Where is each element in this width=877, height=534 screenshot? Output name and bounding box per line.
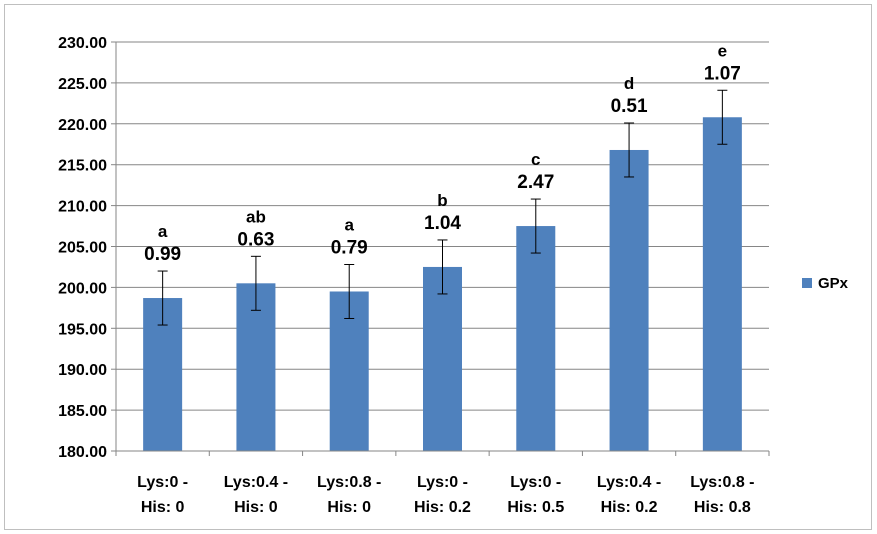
error-bars bbox=[157, 89, 728, 326]
significance-letter-5: c bbox=[531, 150, 540, 169]
y-tick-label: 210.00 bbox=[58, 199, 107, 216]
x-tick-label-1: Lys:0 - bbox=[137, 474, 188, 491]
x-tick-label-5: His: 0.5 bbox=[507, 499, 564, 516]
data-label-7: 1.07 bbox=[704, 63, 741, 84]
x-tick-label-7: Lys:0.8 - bbox=[690, 474, 754, 491]
significance-letter-6: d bbox=[624, 74, 634, 93]
x-tick-label-4: His: 0.2 bbox=[414, 499, 471, 516]
legend-label-gpx: GPx bbox=[818, 275, 849, 292]
chart-frame: 0.99 a 0.63 ab 0.79 a 1.04 b 2.47 c 0.51 d 1.07 e 180… bbox=[4, 4, 872, 530]
x-tick-label-3: His: 0 bbox=[327, 499, 371, 516]
legend: GPx bbox=[802, 275, 849, 292]
y-tick-label: 200.00 bbox=[58, 280, 107, 297]
bar-4 bbox=[423, 266, 462, 451]
y-tick-label: 220.00 bbox=[58, 117, 107, 134]
significance-letter-7: e bbox=[718, 41, 727, 60]
x-tick-label-3: Lys:0.8 - bbox=[317, 474, 381, 491]
x-tick-label-2: His: 0 bbox=[234, 499, 278, 516]
x-tick-label-6: His: 0.2 bbox=[601, 499, 658, 516]
y-tick-label: 195.00 bbox=[58, 321, 107, 338]
data-label-6: 0.51 bbox=[611, 96, 648, 117]
data-label-4: 1.04 bbox=[424, 213, 461, 234]
axes: 180.00 185.00 190.00 195.00 200.00 205.00 210.… bbox=[58, 35, 770, 516]
significance-letter-1: a bbox=[158, 222, 168, 241]
y-tick-label: 180.00 bbox=[58, 444, 107, 461]
data-labels: 0.99 a 0.63 ab 0.79 a 1.04 b 2.47 c 0.51 d 1.07 e bbox=[144, 41, 741, 265]
x-tick-label-6: Lys:0.4 - bbox=[597, 474, 661, 491]
y-tick-label: 215.00 bbox=[58, 158, 107, 175]
y-tick-label: 230.00 bbox=[58, 35, 107, 52]
y-tick-label: 225.00 bbox=[58, 76, 107, 93]
x-tick-label-5: Lys:0 - bbox=[510, 474, 561, 491]
data-label-2: 0.63 bbox=[237, 229, 274, 250]
y-tick-label: 205.00 bbox=[58, 240, 107, 257]
bar-6 bbox=[609, 149, 649, 451]
x-tick-label-2: Lys:0.4 - bbox=[224, 474, 288, 491]
y-tick-label: 185.00 bbox=[58, 403, 107, 420]
significance-letter-4: b bbox=[437, 191, 447, 210]
y-tick-label: 190.00 bbox=[58, 362, 107, 379]
data-label-5: 2.47 bbox=[517, 172, 554, 193]
bar-2 bbox=[236, 283, 276, 451]
data-label-3: 0.79 bbox=[331, 237, 368, 258]
x-tick-label-1: His: 0 bbox=[141, 499, 185, 516]
x-tick-label-4: Lys:0 - bbox=[417, 474, 468, 491]
data-label-1: 0.99 bbox=[144, 244, 181, 265]
x-tick-label-7: His: 0.8 bbox=[694, 499, 751, 516]
bar-5 bbox=[516, 226, 556, 451]
legend-swatch-gpx bbox=[802, 278, 812, 288]
significance-letter-2: ab bbox=[246, 207, 266, 226]
gpx-bar-chart: 0.99 a 0.63 ab 0.79 a 1.04 b 2.47 c 0.51 d 1.07 e 180… bbox=[58, 35, 849, 516]
bar-7 bbox=[702, 117, 742, 452]
significance-letter-3: a bbox=[344, 215, 354, 234]
